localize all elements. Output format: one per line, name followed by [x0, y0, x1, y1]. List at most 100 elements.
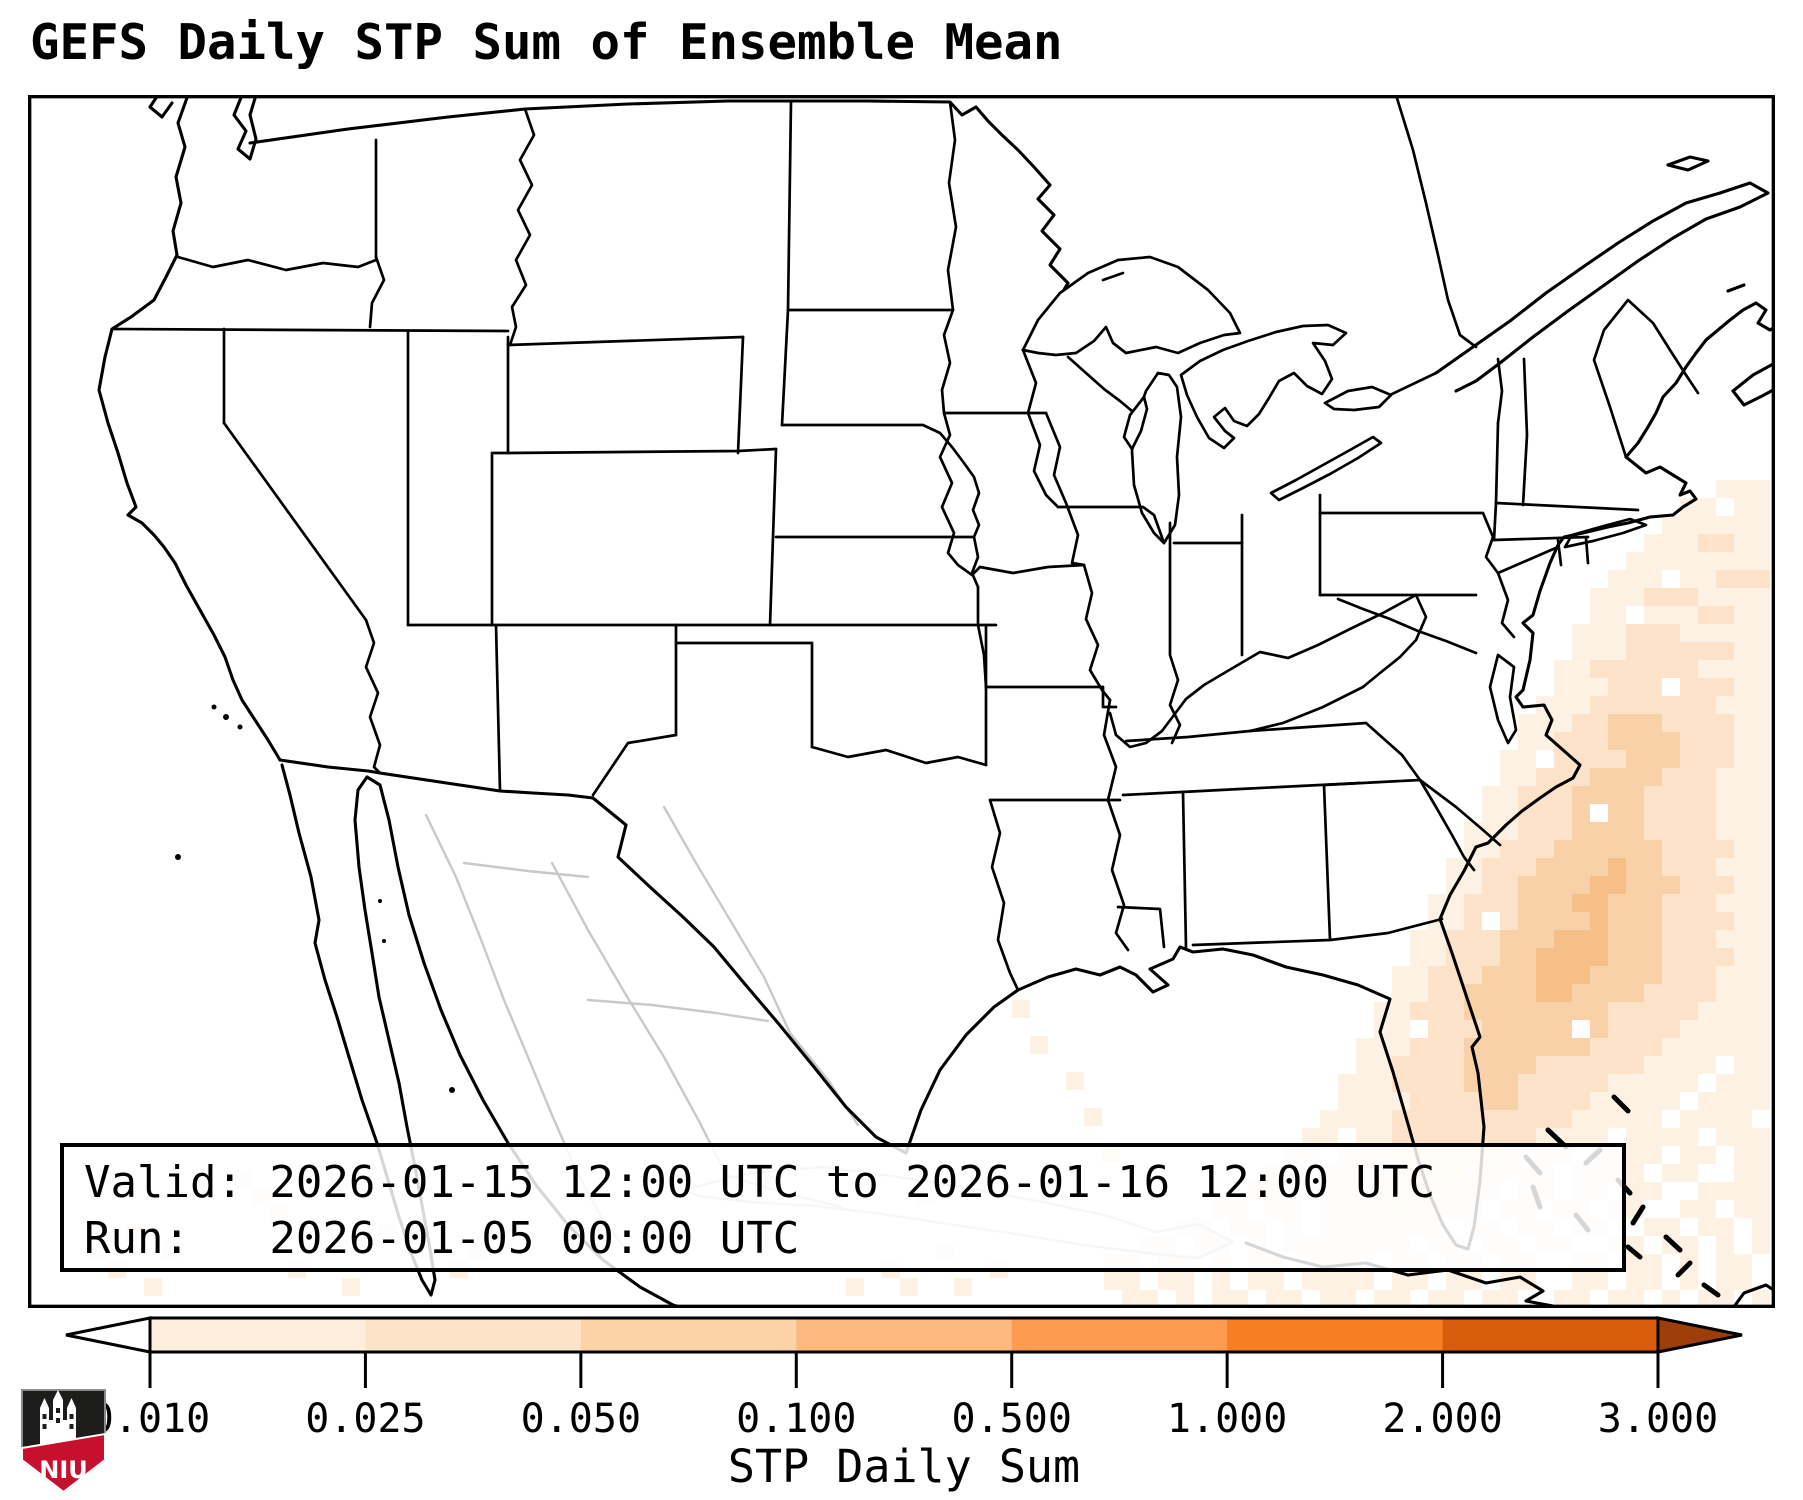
- stp-cell: [1734, 948, 1752, 966]
- stp-cell: [1446, 912, 1464, 930]
- colorbar-segment: [1227, 1318, 1444, 1352]
- stp-cell: [1518, 912, 1536, 930]
- stp-cell: [1734, 966, 1752, 984]
- stp-cell: [1572, 624, 1590, 642]
- stp-cell: [1734, 840, 1752, 858]
- stp-cell: [1626, 1092, 1644, 1110]
- stp-cell: [1554, 912, 1572, 930]
- stp-cell: [1590, 1074, 1608, 1092]
- stp-cell: [1644, 966, 1662, 984]
- stp-cell: [1428, 948, 1446, 966]
- stp-cell: [1428, 1002, 1446, 1020]
- stp-cell: [1500, 1128, 1518, 1146]
- stp-cell: [1626, 1272, 1644, 1290]
- stp-cell: [1680, 1038, 1698, 1056]
- stp-cell: [1752, 1002, 1770, 1020]
- stp-cell: [1644, 1254, 1662, 1272]
- stp-cell: [1590, 894, 1608, 912]
- stp-cell: [1644, 750, 1662, 768]
- stp-cell: [1698, 588, 1716, 606]
- stp-cell: [1698, 1218, 1716, 1236]
- stp-cell: [1518, 894, 1536, 912]
- colorbar-graphic: 0.010 0.025 0.050 0.100 0.500 1.000 2.000 3.000: [65, 1316, 1743, 1442]
- stp-cell: [1716, 894, 1734, 912]
- stp-cell: [1590, 696, 1608, 714]
- stp-cell: [1554, 678, 1572, 696]
- stp-cell: [1680, 606, 1698, 624]
- stp-cell: [1680, 786, 1698, 804]
- stp-cell: [1680, 1272, 1698, 1290]
- stp-cell: [1590, 786, 1608, 804]
- stp-cell: [1248, 1272, 1266, 1290]
- stp-cell: [1644, 840, 1662, 858]
- stp-cell: [1572, 948, 1590, 966]
- stp-cell: [1662, 552, 1680, 570]
- stp-cell: [1734, 678, 1752, 696]
- colorbar-tick-label: 0.500: [952, 1396, 1072, 1442]
- stp-cell: [1680, 516, 1698, 534]
- stp-cell: [1554, 750, 1572, 768]
- stp-cell: [1626, 624, 1644, 642]
- stp-cell: [1176, 1272, 1194, 1290]
- stp-cell: [1680, 660, 1698, 678]
- stp-cell: [1752, 840, 1770, 858]
- stp-cell: [1428, 1020, 1446, 1038]
- stp-cell: [1698, 1092, 1716, 1110]
- stp-cell: [1626, 1110, 1644, 1128]
- stp-cell: [1752, 534, 1770, 552]
- colorbar-over-arrow: [1656, 1316, 1743, 1354]
- stp-cell: [1626, 696, 1644, 714]
- stp-cell: [1716, 642, 1734, 660]
- state-borders: [110, 99, 1700, 992]
- stp-cell: [1644, 804, 1662, 822]
- stp-cell: [1320, 1290, 1338, 1308]
- stp-cell: [1662, 804, 1680, 822]
- stp-cell: [1734, 768, 1752, 786]
- stp-cell: [1536, 876, 1554, 894]
- stp-cell: [1446, 1038, 1464, 1056]
- stp-cell: [1734, 1092, 1752, 1110]
- stp-cell: [1428, 1110, 1446, 1128]
- stp-cell: [1356, 1128, 1374, 1146]
- stp-cell: [1734, 1038, 1752, 1056]
- stp-cell: [1752, 606, 1770, 624]
- stp-cell: [1680, 876, 1698, 894]
- stp-cell: [1644, 1128, 1662, 1146]
- stp-cell: [1716, 732, 1734, 750]
- stp-cell: [1536, 1038, 1554, 1056]
- stp-cell: [1536, 1092, 1554, 1110]
- stp-cell: [1338, 1074, 1356, 1092]
- stp-cell: [1662, 1056, 1680, 1074]
- stp-cell: [1518, 1110, 1536, 1128]
- stp-cell: [1716, 966, 1734, 984]
- stp-cell: [1518, 1020, 1536, 1038]
- stp-cell: [1680, 1200, 1698, 1218]
- stp-cell: [1554, 1074, 1572, 1092]
- stp-cell: [1752, 966, 1770, 984]
- stp-cell: [1680, 1128, 1698, 1146]
- stp-cell: [1590, 750, 1608, 768]
- stp-cell: [1698, 624, 1716, 642]
- stp-cell: [1644, 948, 1662, 966]
- stp-cell: [144, 1278, 162, 1296]
- stp-cell: [1518, 1092, 1536, 1110]
- stp-cell: [1734, 1110, 1752, 1128]
- stp-cell: [1572, 1074, 1590, 1092]
- stp-cell: [1698, 876, 1716, 894]
- stp-cell: [1374, 1074, 1392, 1092]
- stp-cell: [1392, 1002, 1410, 1020]
- stp-cell: [1680, 642, 1698, 660]
- stp-cell: [1464, 1128, 1482, 1146]
- stp-cell: [1410, 948, 1428, 966]
- stp-cell: [954, 1278, 972, 1296]
- stp-cell: [1644, 624, 1662, 642]
- stp-cell: [1734, 1020, 1752, 1038]
- stp-cell: [1644, 552, 1662, 570]
- stp-cell: [1212, 1272, 1230, 1290]
- niu-logo: NIU: [21, 1389, 106, 1494]
- stp-cell: [1662, 1020, 1680, 1038]
- stp-cell: [1266, 1272, 1284, 1290]
- stp-cell: [1572, 912, 1590, 930]
- stp-cell: [1698, 570, 1716, 588]
- stp-cell: [1626, 1182, 1644, 1200]
